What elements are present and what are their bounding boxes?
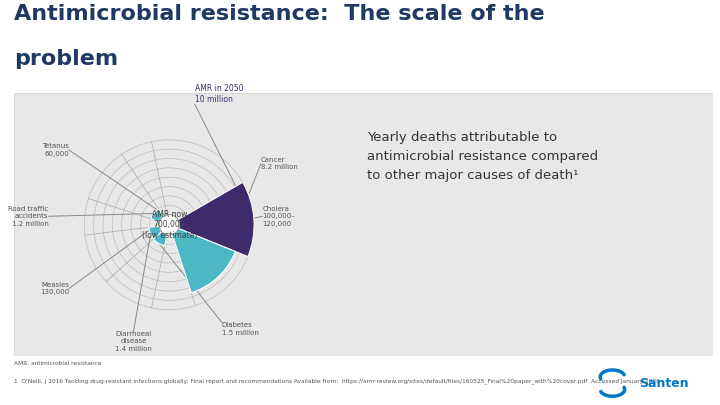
- Text: Yearly deaths attributable to
antimicrobial resistance compared
to other major c: Yearly deaths attributable to antimicrob…: [367, 131, 598, 182]
- Text: Road traffic
accidents
1.2 million: Road traffic accidents 1.2 million: [9, 206, 49, 227]
- Wedge shape: [151, 209, 163, 222]
- Wedge shape: [172, 228, 235, 293]
- Wedge shape: [158, 221, 160, 226]
- Text: Santen: Santen: [639, 377, 688, 390]
- Wedge shape: [163, 214, 167, 216]
- Wedge shape: [178, 182, 254, 257]
- Text: Cholera
100,000–
120,000: Cholera 100,000– 120,000: [263, 206, 295, 227]
- Text: Antimicrobial resistance:  The scale of the: Antimicrobial resistance: The scale of t…: [14, 4, 545, 24]
- Text: Tetanus
60,000: Tetanus 60,000: [42, 143, 69, 157]
- Wedge shape: [167, 234, 173, 236]
- Wedge shape: [153, 232, 167, 246]
- Text: AMR, antimicrobial resistance: AMR, antimicrobial resistance: [14, 361, 102, 366]
- Text: AMR now
700,000
(low estimate): AMR now 700,000 (low estimate): [142, 210, 197, 240]
- Text: Measles
130,000: Measles 130,000: [40, 282, 69, 295]
- Text: Cancer
8.2 million: Cancer 8.2 million: [261, 157, 298, 171]
- Text: Diarrhoeal
disease
1.4 million: Diarrhoeal disease 1.4 million: [115, 331, 152, 352]
- Text: Diabetes
1.5 million: Diabetes 1.5 million: [222, 322, 258, 336]
- Text: 1  O'Neill, J 2016 Tackling drug-resistant infections globally: Final report and: 1 O'Neill, J 2016 Tackling drug-resistan…: [14, 378, 660, 384]
- Text: problem: problem: [14, 49, 119, 69]
- Circle shape: [159, 215, 179, 235]
- FancyBboxPatch shape: [14, 93, 713, 356]
- Wedge shape: [149, 226, 161, 239]
- Text: AMR in 2050
10 million: AMR in 2050 10 million: [194, 84, 243, 104]
